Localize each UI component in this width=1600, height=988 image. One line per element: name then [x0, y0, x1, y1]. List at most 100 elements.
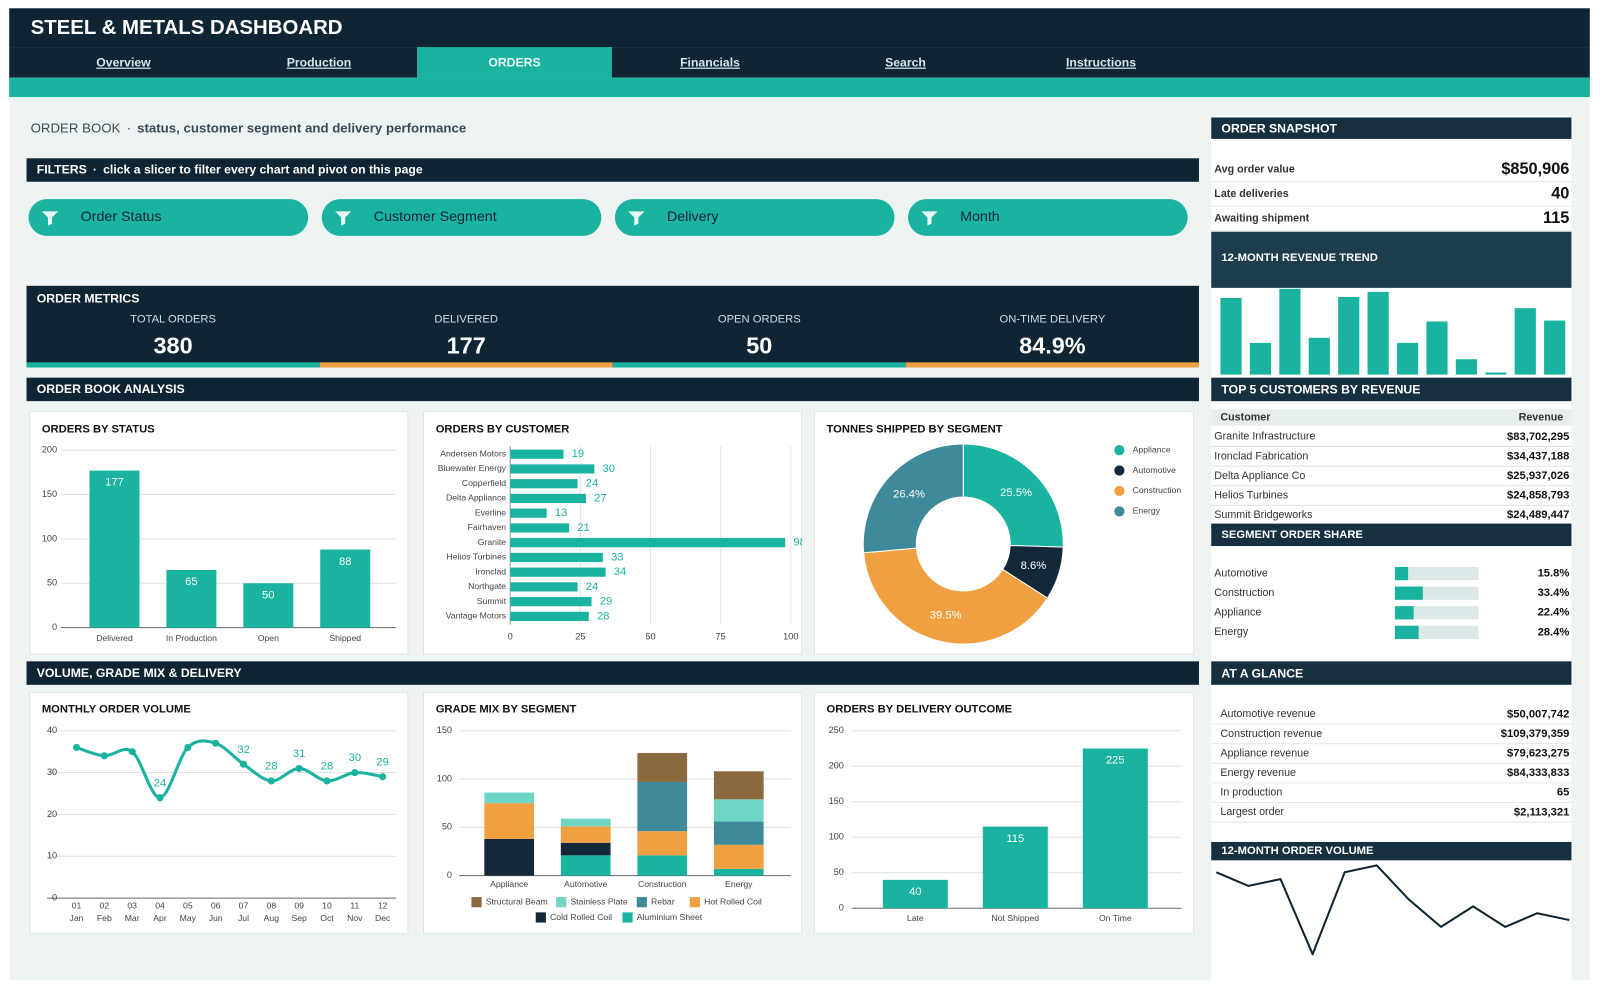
slicer[interactable]: Customer Segment	[321, 199, 602, 236]
data-label: 21	[577, 522, 589, 534]
text-part: ·	[127, 120, 131, 135]
line	[1215, 864, 1570, 956]
metric-accent	[612, 362, 906, 368]
legend-label: Rebar	[651, 896, 675, 906]
legend-swatch	[1114, 465, 1125, 476]
filter-icon	[921, 211, 938, 226]
nav-tab[interactable]: ORDERS	[488, 56, 540, 70]
customer-name: Delta Appliance Co	[1214, 470, 1305, 482]
data-label: 65	[185, 576, 197, 588]
metric-accent	[26, 362, 320, 368]
bar	[1514, 308, 1536, 375]
slicer-label[interactable]: Order Status	[81, 209, 162, 225]
nav-tab[interactable]: Overview	[96, 56, 151, 70]
marker	[323, 777, 331, 785]
donut-slice	[962, 443, 1064, 548]
data-label: 30	[603, 463, 615, 475]
glance-label: Appliance revenue	[1220, 747, 1309, 759]
x-tick-label: Feb	[97, 913, 112, 923]
snapshot-label: Avg order value	[1214, 163, 1295, 175]
chart-title: MONTHLY ORDER VOLUME	[42, 703, 191, 715]
glance-label: Largest order	[1220, 806, 1284, 818]
x-tick-label: 75	[716, 631, 726, 641]
marker	[156, 794, 164, 802]
x-tick-label: 12	[378, 901, 388, 911]
legend-label: Energy	[1133, 506, 1161, 516]
bar	[510, 567, 606, 577]
x-tick-label: Mar	[125, 913, 140, 923]
slicer-label[interactable]: Customer Segment	[374, 209, 497, 225]
slicer-label[interactable]: Month	[960, 209, 1000, 225]
y-tick-label: Appliance	[1214, 607, 1261, 619]
customer-revenue: $83,702,295	[1507, 431, 1569, 443]
y-tick-label: Construction	[1214, 587, 1274, 599]
data-label: 40	[909, 886, 921, 898]
data-label: 8.6%	[1021, 560, 1047, 572]
slicer-label[interactable]: Delivery	[667, 209, 719, 225]
x-tick-label: Jul	[238, 913, 249, 923]
marker	[72, 743, 81, 752]
filter-heading: FILTERS · click a slicer to filter every c…	[37, 163, 423, 177]
chart-panel	[423, 411, 803, 655]
bar	[510, 479, 578, 489]
nav-tab[interactable]: Production	[287, 56, 352, 70]
bar-segment	[637, 752, 688, 782]
sidebar-bar	[1211, 377, 1572, 402]
text-part: FILTERS	[37, 163, 87, 177]
slicer[interactable]: Month	[908, 199, 1188, 236]
metric-label: TOTAL ORDERS	[130, 313, 216, 325]
slicer-button	[908, 199, 1188, 236]
nav-tab[interactable]: Search	[885, 56, 926, 70]
bar-segment	[484, 792, 535, 804]
data-label: 26.4%	[893, 488, 925, 500]
snapshot-value: 115	[1543, 209, 1569, 227]
bar-segment	[713, 844, 764, 869]
snapshot-label: Awaiting shipment	[1214, 212, 1309, 224]
bar	[320, 549, 371, 628]
x-tick-label: Shipped	[329, 633, 361, 643]
legend-swatch	[1114, 485, 1125, 497]
chart-panel	[29, 691, 409, 934]
nav-tab[interactable]: Instructions	[1066, 56, 1136, 70]
nav-strip	[9, 77, 1590, 98]
x-tick-label: Late	[907, 913, 924, 923]
slicer[interactable]: Delivery	[614, 199, 895, 236]
x-tick-label: Jan	[70, 913, 84, 923]
slicer[interactable]: Order Status	[28, 199, 309, 236]
data-label: 28	[597, 610, 609, 622]
y-tick-label: 50	[834, 867, 844, 877]
x-tick-label: 10	[322, 901, 332, 911]
bar-track	[1394, 566, 1479, 581]
x-tick-label: 09	[294, 901, 304, 911]
data-label: 29	[376, 756, 388, 768]
bar	[1394, 566, 1409, 581]
chart: MONTHLY ORDER VOLUME 0 10 20 30 40 01 Jan 02 Feb 0…	[29, 691, 409, 934]
marker	[239, 760, 248, 768]
marker	[184, 743, 192, 752]
x-tick-label: Sep	[291, 913, 307, 923]
customer-revenue: $24,858,793	[1507, 490, 1569, 502]
y-tick-label: 200	[42, 445, 57, 455]
x-tick-label: Apr	[153, 913, 167, 923]
chart-title-bar	[1211, 523, 1572, 547]
data-label: 32	[237, 744, 249, 756]
bar-segment	[560, 855, 611, 876]
y-tick-label: 30	[47, 767, 57, 777]
bar	[89, 470, 140, 628]
chart: 12-MONTH REVENUE TREND	[1211, 231, 1572, 375]
sidebar-bar	[1211, 117, 1572, 139]
legend-swatch	[689, 897, 700, 908]
bar	[1394, 625, 1419, 639]
marker	[267, 777, 275, 785]
sidebar-title: TOP 5 CUSTOMERS BY REVENUE	[1221, 383, 1420, 397]
chart: TONNES SHIPPED BY SEGMENT 25.5% 8.6% 39.5% 2…	[814, 411, 1194, 655]
dashboard-title: STEEL & METALS DASHBOARD	[31, 17, 343, 39]
marker	[351, 769, 359, 777]
legend-label: Cold Rolled Coil	[550, 912, 612, 922]
bar	[1485, 372, 1507, 375]
bar-segment	[637, 831, 688, 856]
x-tick-label: 06	[211, 901, 221, 911]
filter-bar	[26, 158, 1199, 182]
nav-tab[interactable]: Financials	[680, 56, 740, 70]
bar	[982, 826, 1048, 909]
